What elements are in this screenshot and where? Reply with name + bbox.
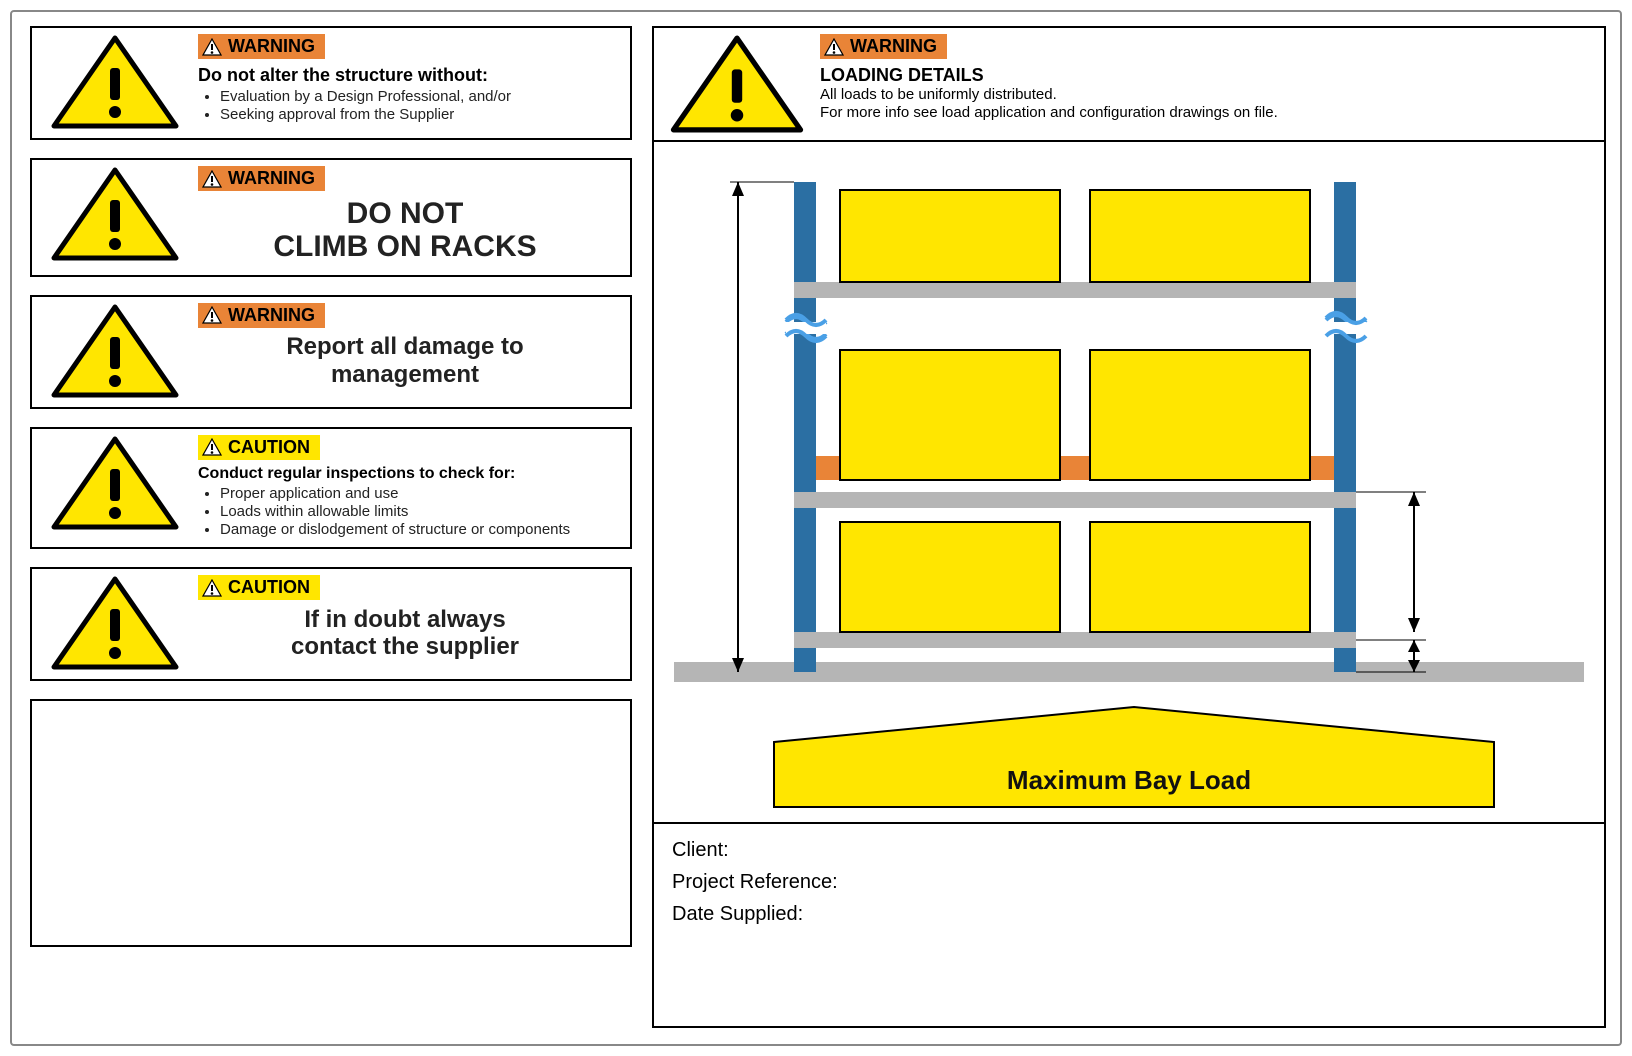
left-column: WARNING Do not alter the structure witho… — [30, 26, 632, 947]
warning-badge: WARNING — [198, 34, 325, 59]
warning-badge: WARNING — [820, 34, 947, 59]
loading-details-title: LOADING DETAILS — [820, 65, 1594, 86]
footer-client: Client: — [672, 834, 1586, 866]
footer-block: Client: Project Reference: Date Supplied… — [654, 822, 1604, 938]
warning-box-damage: WARNING Report all damage to management — [30, 295, 632, 409]
right-column: WARNING LOADING DETAILS All loads to be … — [652, 26, 1606, 1028]
blank-box — [30, 699, 632, 947]
warning-badge: WARNING — [198, 303, 325, 328]
warning-triangle-icon — [40, 303, 190, 399]
caution-box-supplier: CAUTION If in doubt always contact the s… — [30, 567, 632, 681]
badge-label: WARNING — [228, 305, 315, 326]
bullet: Damage or dislodgement of structure or c… — [220, 521, 622, 539]
box-medmsg: If in doubt always contact the supplier — [198, 602, 622, 663]
caution-badge: CAUTION — [198, 575, 320, 600]
rack-diagram: Maximum Bay Load — [654, 142, 1604, 822]
warning-box-climb: WARNING DO NOT CLIMB ON RACKS — [30, 158, 632, 277]
warning-triangle-icon — [40, 34, 190, 130]
box-bullets: Proper application and use Loads within … — [220, 485, 622, 539]
warning-box-structure: WARNING Do not alter the structure witho… — [30, 26, 632, 140]
footer-project: Project Reference: — [672, 866, 1586, 898]
warning-triangle-icon — [662, 34, 812, 134]
caution-badge: CAUTION — [198, 435, 320, 460]
warning-triangle-icon — [40, 166, 190, 262]
box-heading: Do not alter the structure without: — [198, 65, 622, 86]
loading-details-header: WARNING LOADING DETAILS All loads to be … — [654, 28, 1604, 140]
box-bigmsg: DO NOT CLIMB ON RACKS — [198, 193, 622, 267]
warning-triangle-icon — [40, 575, 190, 671]
badge-label: WARNING — [850, 36, 937, 57]
bay-load-label: Maximum Bay Load — [654, 765, 1604, 796]
box-heading: Conduct regular inspections to check for… — [198, 465, 622, 483]
box-bullets: Evaluation by a Design Professional, and… — [220, 88, 622, 124]
badge-label: WARNING — [228, 36, 315, 57]
safety-sign-sheet: WARNING Do not alter the structure witho… — [10, 10, 1622, 1046]
bullet: Proper application and use — [220, 485, 622, 503]
bullet: Loads within allowable limits — [220, 503, 622, 521]
warning-badge: WARNING — [198, 166, 325, 191]
loading-details-line1: All loads to be uniformly distributed. — [820, 86, 1594, 105]
loading-details-line2: For more info see load application and c… — [820, 104, 1594, 123]
badge-label: CAUTION — [228, 437, 310, 458]
bullet: Seeking approval from the Supplier — [220, 106, 622, 124]
caution-box-inspections: CAUTION Conduct regular inspections to c… — [30, 427, 632, 550]
warning-triangle-icon — [40, 435, 190, 531]
badge-label: WARNING — [228, 168, 315, 189]
bullet: Evaluation by a Design Professional, and… — [220, 88, 622, 106]
footer-date: Date Supplied: — [672, 898, 1586, 930]
badge-label: CAUTION — [228, 577, 310, 598]
box-medmsg: Report all damage to management — [198, 329, 622, 390]
